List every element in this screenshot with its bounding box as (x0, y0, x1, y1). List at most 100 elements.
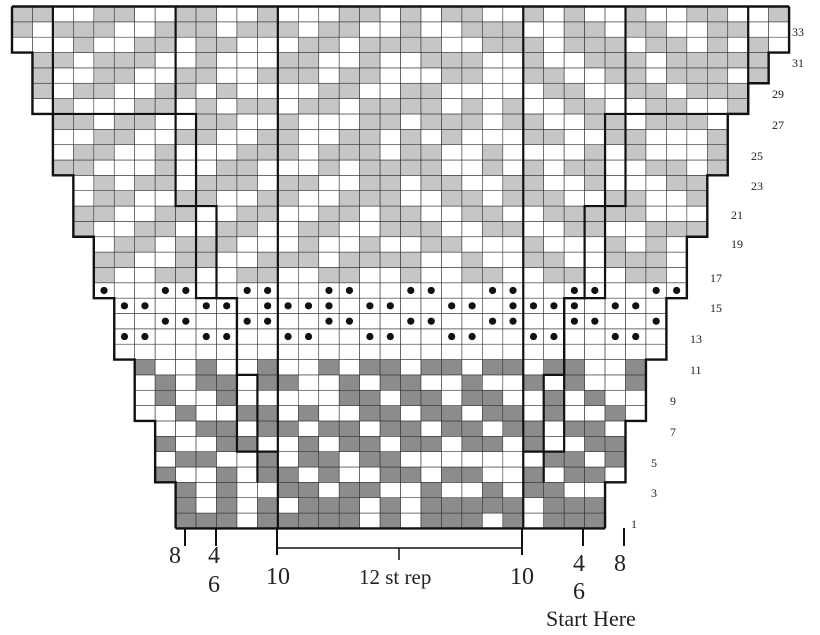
chart-cell (52, 52, 74, 69)
chart-cell (522, 82, 545, 99)
chart-cell (113, 36, 136, 53)
chart-cell (645, 129, 667, 145)
chart-cell (236, 236, 258, 253)
chart-cell (502, 67, 524, 84)
chart-cell (543, 405, 565, 422)
chart-cell (359, 98, 381, 115)
chart-cell (297, 435, 320, 452)
chart-cell (543, 236, 565, 253)
chart-cell (482, 482, 504, 499)
chart-cell (563, 98, 585, 115)
chart-cell (584, 6, 606, 23)
chart-cell (625, 359, 647, 376)
cells-layer (11, 6, 790, 529)
dot-icon (284, 332, 292, 341)
chart-cell (277, 129, 299, 145)
row-label-19: 19 (731, 237, 743, 251)
row-label-31: 31 (792, 56, 804, 70)
chart-cell (482, 190, 504, 207)
chart-cell (338, 129, 360, 145)
chart-cell (604, 405, 626, 422)
chart-cell (277, 512, 299, 529)
chart-cell (686, 175, 708, 192)
chart-cell (604, 435, 626, 452)
chart-cell (216, 6, 238, 23)
chart-cell (379, 21, 401, 38)
chart-cell (584, 512, 606, 529)
dot-icon (611, 302, 619, 310)
chart-cell (134, 236, 156, 253)
chart-cell (604, 159, 626, 176)
chart-cell (297, 267, 320, 284)
chart-cell (318, 205, 340, 222)
chart-cell (338, 190, 360, 207)
chart-cell (502, 374, 524, 391)
chart-cell (359, 282, 381, 299)
chart-cell (257, 236, 279, 253)
dot-icon (264, 317, 272, 325)
chart-cell (482, 21, 504, 38)
chart-cell (277, 159, 299, 176)
chart-cell (768, 36, 790, 53)
chart-cell (257, 221, 279, 238)
chart-cell (216, 420, 238, 437)
chart-cell (400, 328, 422, 345)
chart-cell (175, 359, 197, 376)
chart-cell (277, 52, 299, 69)
chart-cell (318, 466, 340, 483)
chart-cell (441, 175, 463, 192)
chart-cell (175, 159, 197, 176)
dot-icon (591, 317, 599, 325)
chart-cell (277, 6, 299, 23)
chart-cell (318, 497, 340, 514)
chart-cell (645, 205, 667, 222)
chart-cell (359, 205, 381, 222)
chart-cell (502, 236, 524, 253)
chart-cell (338, 420, 360, 437)
chart-cell (154, 36, 176, 53)
chart-cell (216, 36, 238, 53)
chart-cell (522, 236, 545, 253)
chart-cell (257, 67, 279, 84)
chart-cell (175, 205, 197, 222)
chart-cell (604, 451, 626, 468)
chart-cell (706, 159, 729, 176)
chart-cell (379, 466, 401, 483)
row-label-7: 7 (670, 425, 676, 439)
chart-cell (195, 435, 217, 452)
chart-cell (216, 190, 238, 207)
chart-cell (727, 21, 749, 38)
chart-cell (604, 98, 626, 115)
chart-cell (563, 482, 585, 499)
chart-cell (645, 236, 667, 253)
chart-cell (277, 21, 299, 38)
chart-cell (420, 129, 442, 145)
chart-cell (134, 159, 156, 176)
chart-cell (645, 67, 667, 84)
chart-cell (216, 144, 238, 161)
chart-cell (645, 175, 667, 192)
chart-cell (768, 6, 790, 23)
chart-cell (113, 6, 136, 23)
chart-cell (482, 52, 504, 69)
chart-cell (584, 328, 606, 345)
chart-cell (706, 21, 729, 38)
chart-cell (379, 205, 401, 222)
chart-cell (502, 267, 524, 284)
chart-cell (236, 297, 258, 314)
chart-cell (420, 98, 442, 115)
chart-cell (297, 497, 320, 514)
chart-cell (645, 328, 667, 345)
chart-cell (113, 282, 136, 299)
chart-cell (175, 82, 197, 99)
chart-cell (379, 52, 401, 69)
chart-cell (747, 52, 769, 69)
chart-cell (236, 82, 258, 99)
chart-cell (113, 144, 136, 161)
chart-cell (93, 21, 115, 38)
dot-icon (407, 286, 415, 295)
row-label-15: 15 (710, 301, 722, 315)
chart-cell (216, 21, 238, 38)
inner-step-right-b (523, 6, 627, 453)
chart-cell (73, 129, 95, 145)
